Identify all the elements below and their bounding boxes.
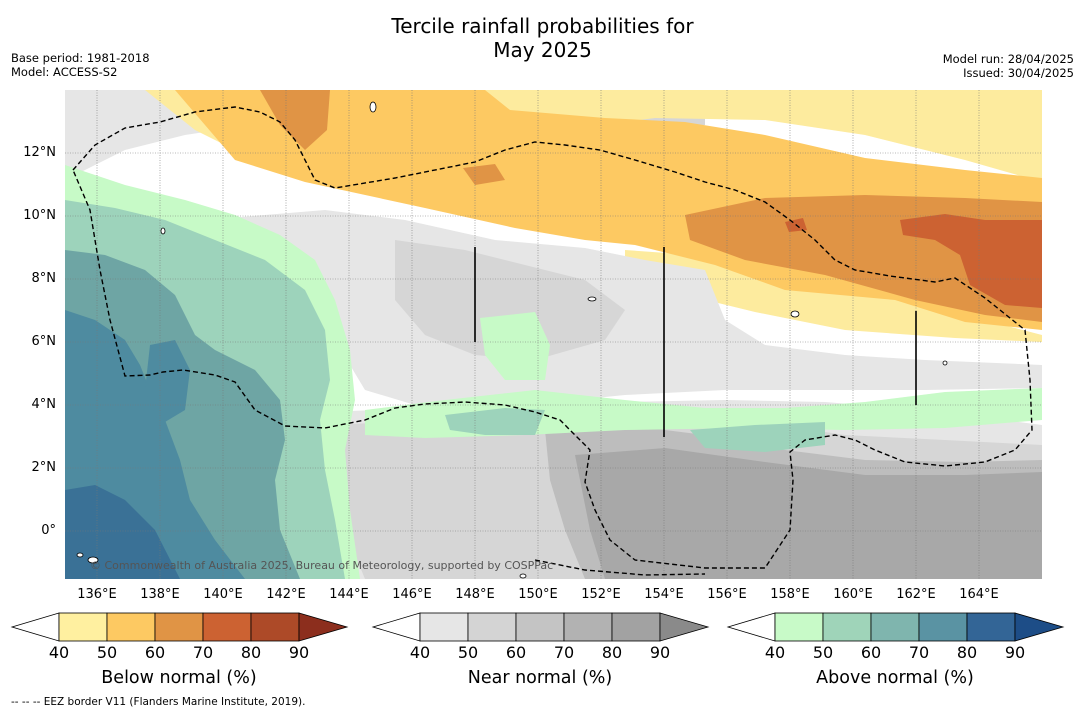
colorbar-below-swatch-4 xyxy=(202,612,252,642)
y-tick-10n: 10°N xyxy=(23,208,56,223)
near-tick-40: 40 xyxy=(409,643,431,662)
x-tick-164: 164°E xyxy=(959,587,999,602)
y-tick-12n: 12°N xyxy=(23,145,56,160)
zone-above-70-patch xyxy=(145,340,190,425)
issued-text: Issued: 30/04/2025 xyxy=(963,66,1074,80)
zone-above-80 xyxy=(65,485,180,579)
colorbars xyxy=(10,612,1065,642)
above-tick-70: 70 xyxy=(908,643,930,662)
y-tick-2n: 2°N xyxy=(31,460,57,475)
near-tick-50: 50 xyxy=(457,643,479,662)
run-info: Model run: 28/04/2025 Issued: 30/04/2025 xyxy=(943,52,1074,80)
zone-near-50-center xyxy=(395,240,625,360)
probability-zones xyxy=(65,90,1042,579)
probability-map[interactable]: © Commonwealth of Australia 2025, Bureau… xyxy=(65,90,1042,579)
model-run-text: Model run: 28/04/2025 xyxy=(942,52,1074,66)
zone-below-40-south xyxy=(625,250,1042,342)
zone-above-50-east xyxy=(690,422,825,452)
colorbar-above-swatch-3 xyxy=(870,612,920,642)
colorbar-above-swatch-4 xyxy=(918,612,968,642)
x-tick-136: 136°E xyxy=(77,587,117,602)
colorbar-above-extend-max xyxy=(1014,612,1065,642)
title-line-1: Tercile rainfall probabilities for xyxy=(391,14,694,38)
colorbar-near-swatch-4 xyxy=(563,612,613,642)
near-tick-60: 60 xyxy=(505,643,527,662)
zone-below-70 xyxy=(900,214,1042,308)
eez-border xyxy=(72,106,1033,576)
below-tick-80: 80 xyxy=(240,643,262,662)
x-tick-142: 142°E xyxy=(266,587,306,602)
x-tick-138: 138°E xyxy=(140,587,180,602)
x-tick-144: 144°E xyxy=(329,587,369,602)
below-tick-60: 60 xyxy=(144,643,166,662)
colorbar-below-swatch-5 xyxy=(250,612,300,642)
x-tick-150: 150°E xyxy=(518,587,558,602)
zone-near-70-south xyxy=(575,448,1042,579)
above-normal-title: Above normal (%) xyxy=(816,668,974,688)
near-normal-title: Near normal (%) xyxy=(467,668,613,688)
above-tick-50: 50 xyxy=(812,643,834,662)
colorbar-near-extend-min xyxy=(371,612,421,642)
colorbar-above-extend-min xyxy=(726,612,776,642)
copyright-text: © Commonwealth of Australia 2025, Bureau… xyxy=(90,559,553,572)
above-tick-80: 80 xyxy=(956,643,978,662)
near-tick-90: 90 xyxy=(649,643,671,662)
colorbar-below-swatch-3 xyxy=(154,612,204,642)
x-tick-156: 156°E xyxy=(707,587,747,602)
base-period-text: Base period: 1981-2018 xyxy=(11,51,150,65)
colorbar-near xyxy=(371,612,710,642)
colorbar-above xyxy=(726,612,1065,642)
y-tick-6n: 6°N xyxy=(31,334,57,349)
colorbar-above-swatch-1 xyxy=(774,612,824,642)
colorbar-near-swatch-1 xyxy=(419,612,469,642)
colorbar-below-extend-min xyxy=(10,612,60,642)
model-text: Model: ACCESS-S2 xyxy=(11,65,118,79)
colorbar-above-swatch-5 xyxy=(966,612,1016,642)
colorbar-near-extend-max xyxy=(659,612,710,642)
x-tick-158: 158°E xyxy=(770,587,810,602)
above-tick-60: 60 xyxy=(860,643,882,662)
x-tick-162: 162°E xyxy=(896,587,936,602)
x-tick-146: 146°E xyxy=(392,587,432,602)
zone-above-40-patch xyxy=(480,312,550,380)
colorbar-below-swatch-1 xyxy=(58,612,108,642)
colorbar-above-swatch-2 xyxy=(822,612,872,642)
zone-above-50-strip xyxy=(445,408,545,435)
above-tick-90: 90 xyxy=(1004,643,1026,662)
y-tick-0: 0° xyxy=(41,523,56,538)
chart-title: Tercile rainfall probabilities for May 2… xyxy=(0,14,1085,62)
x-tick-152: 152°E xyxy=(581,587,621,602)
title-line-2: May 2025 xyxy=(493,38,592,62)
x-tick-160: 160°E xyxy=(833,587,873,602)
below-tick-50: 50 xyxy=(96,643,118,662)
x-tick-148: 148°E xyxy=(455,587,495,602)
colorbar-near-swatch-2 xyxy=(467,612,517,642)
zone-below-60-patch xyxy=(463,164,505,185)
model-info: Base period: 1981-2018 Model: ACCESS-S2 xyxy=(11,51,150,79)
below-tick-90: 90 xyxy=(288,643,310,662)
below-tick-40: 40 xyxy=(48,643,70,662)
map-gridlines xyxy=(65,90,1042,579)
near-tick-70: 70 xyxy=(553,643,575,662)
above-tick-40: 40 xyxy=(764,643,786,662)
y-tick-8n: 8°N xyxy=(31,271,57,286)
below-tick-70: 70 xyxy=(192,643,214,662)
eez-footnote: -- -- -- EEZ border V11 (Flanders Marine… xyxy=(11,696,306,708)
colorbar-below-extend-max xyxy=(298,612,349,642)
colorbar-near-swatch-3 xyxy=(515,612,565,642)
below-normal-title: Below normal (%) xyxy=(101,668,257,688)
colorbar-below-swatch-2 xyxy=(106,612,156,642)
colorbar-below xyxy=(10,612,349,642)
x-tick-140: 140°E xyxy=(203,587,243,602)
x-tick-154: 154°E xyxy=(644,587,684,602)
y-tick-4n: 4°N xyxy=(31,397,57,412)
colorbar-near-swatch-5 xyxy=(611,612,661,642)
zone-below-60 xyxy=(260,90,330,150)
near-tick-80: 80 xyxy=(601,643,623,662)
islands xyxy=(76,101,948,579)
